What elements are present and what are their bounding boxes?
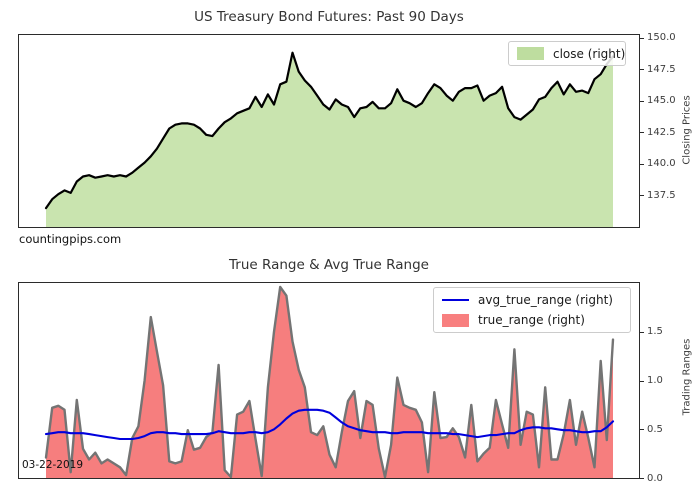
true-range-right-fill	[46, 286, 613, 478]
true-range-swatch-icon	[442, 313, 469, 327]
top-legend: close (right)	[508, 41, 626, 66]
y-tick-mark	[640, 381, 644, 382]
y-tick-label: 0.5	[647, 424, 663, 435]
bottom-legend: avg_true_range (right) true_range (right…	[433, 287, 631, 333]
legend-label: close (right)	[553, 46, 626, 61]
legend-item-avg-true-range: avg_true_range (right)	[442, 292, 622, 308]
y-tick-label: 1.5	[647, 326, 663, 337]
y-tick-mark	[640, 195, 644, 196]
close-area-chart	[44, 51, 615, 227]
y-tick-label: 137.5	[647, 190, 676, 201]
top-plot-area	[18, 34, 640, 228]
legend-item-true-range: true_range (right)	[442, 312, 622, 328]
close-right-fill	[46, 52, 613, 227]
y-tick-mark	[640, 429, 644, 430]
top-y-axis-label: Closing Prices	[681, 95, 693, 165]
y-tick-mark	[640, 164, 644, 165]
bottom-y-axis-label: Trading Ranges	[681, 338, 693, 416]
legend-item-close: close (right)	[517, 46, 625, 61]
legend-label: avg_true_range (right)	[478, 293, 613, 307]
true-range-chart	[44, 285, 615, 478]
close-right-line	[44, 51, 615, 210]
date-label: 03-22-2019	[22, 459, 84, 471]
y-tick-mark	[640, 69, 644, 70]
y-tick-label: 140.0	[647, 158, 676, 169]
y-tick-label: 0.0	[647, 473, 663, 484]
y-tick-mark	[640, 332, 644, 333]
true-range-right-line	[44, 285, 615, 478]
avg-true-range-swatch-icon	[442, 298, 469, 302]
y-tick-mark	[640, 101, 644, 102]
y-tick-mark	[640, 38, 644, 39]
bottom-chart-title: True Range & Avg True Range	[229, 257, 429, 273]
top-chart-title: US Treasury Bond Futures: Past 90 Days	[194, 9, 464, 25]
y-tick-label: 1.0	[647, 375, 663, 386]
close-swatch-icon	[517, 47, 544, 60]
y-tick-label: 147.5	[647, 64, 676, 75]
y-tick-mark	[640, 132, 644, 133]
legend-label: true_range (right)	[478, 313, 585, 327]
avg-true-range-right-line	[44, 408, 615, 441]
y-tick-label: 142.5	[647, 127, 676, 138]
y-tick-label: 150.0	[647, 32, 676, 43]
y-tick-mark	[640, 478, 644, 479]
watermark: countingpips.com	[19, 232, 122, 246]
y-tick-label: 145.0	[647, 95, 676, 106]
